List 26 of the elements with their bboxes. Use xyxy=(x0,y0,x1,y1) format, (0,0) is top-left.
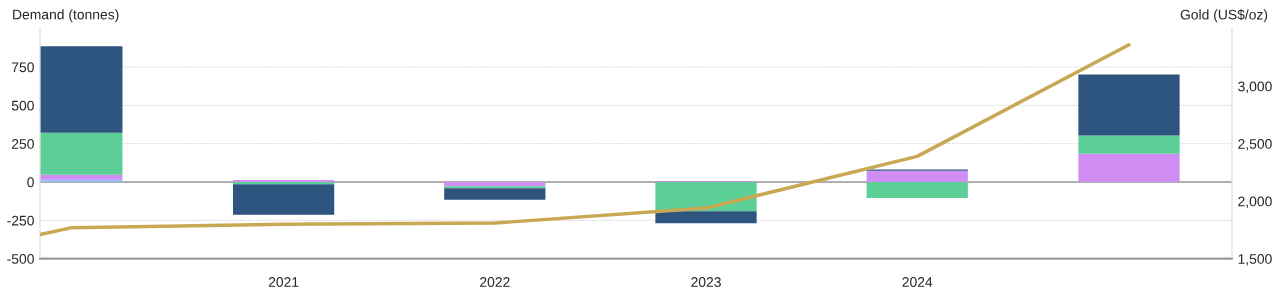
x-tick-label: 2023 xyxy=(691,277,721,287)
line-series xyxy=(40,43,1131,237)
bar xyxy=(444,188,546,200)
y-tick-label: 0 xyxy=(27,177,34,188)
x-tick-label: 2021 xyxy=(268,277,299,287)
y-tick-label: 750 xyxy=(11,62,34,73)
bar xyxy=(232,184,335,215)
y2-axis-title: Gold (US$/oz) xyxy=(1180,9,1268,23)
bar xyxy=(444,182,546,187)
bar xyxy=(655,211,757,224)
y2-tick-label: 3,000 xyxy=(1238,81,1272,94)
bar xyxy=(866,170,968,183)
y2-tick-label: 2,000 xyxy=(1238,196,1272,209)
x-tick-label: 2022 xyxy=(480,277,510,287)
y-tick-label: -500 xyxy=(7,254,34,264)
x-tick-label: 2024 xyxy=(902,277,933,287)
bar xyxy=(1078,153,1180,183)
y-tick-label: -250 xyxy=(7,215,34,226)
y-tick-label: 250 xyxy=(11,139,34,149)
bar xyxy=(1078,74,1180,136)
bar xyxy=(1078,135,1180,154)
bar xyxy=(866,182,968,198)
y2-tick-label: 2,500 xyxy=(1238,139,1272,151)
y-tick-label: 500 xyxy=(11,100,34,111)
y2-tick-label: 1,500 xyxy=(1238,254,1272,266)
y-axis-title: Demand (tonnes) xyxy=(13,9,119,23)
